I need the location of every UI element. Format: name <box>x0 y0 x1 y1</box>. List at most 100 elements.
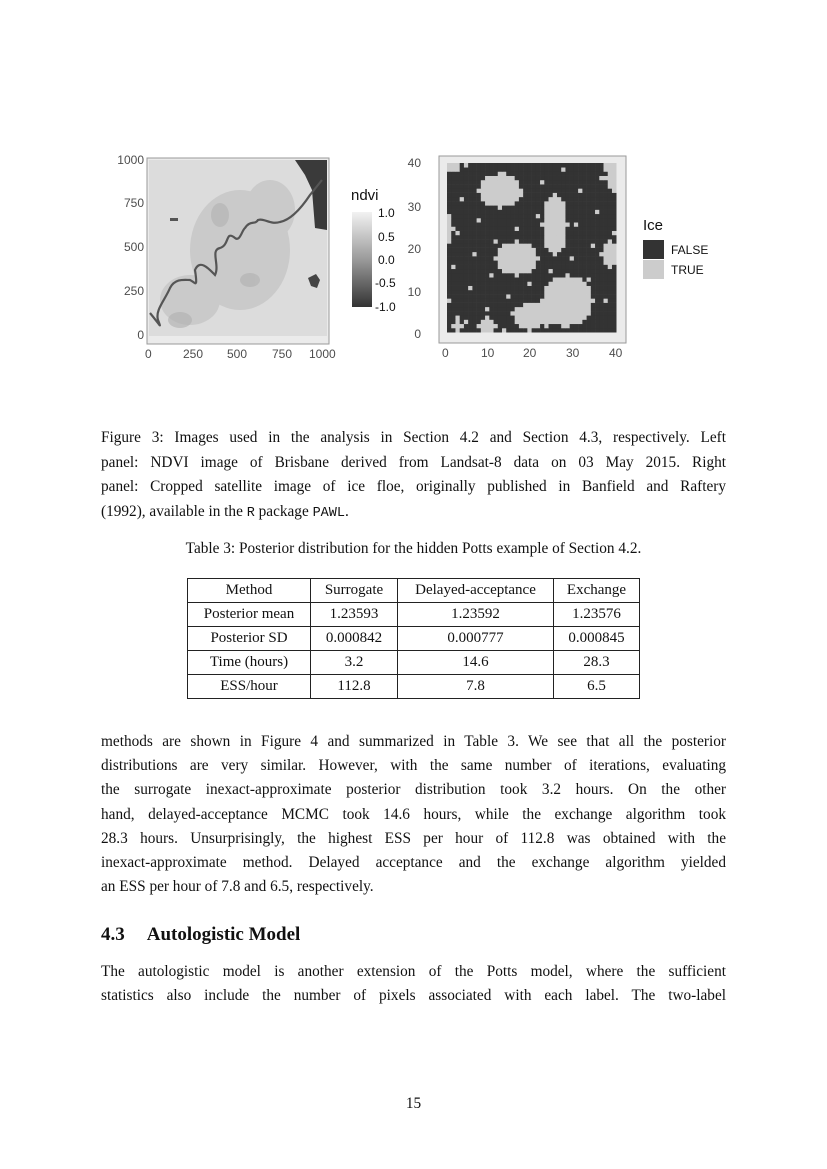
ice-pixel <box>463 298 469 303</box>
ice-pixel <box>548 272 554 278</box>
ice-pixel <box>535 302 541 308</box>
ice-pixel <box>607 251 613 257</box>
ice-pixel <box>510 294 515 299</box>
ice-pixel <box>476 260 482 265</box>
ice-pixel <box>489 281 494 286</box>
ice-pixel <box>527 217 532 223</box>
ice-pixel <box>527 192 532 198</box>
ice-pixel <box>611 213 617 219</box>
ice-pixel <box>472 163 477 168</box>
ice-pixel <box>552 323 558 329</box>
ice-pixel <box>527 243 532 248</box>
ice-pixel <box>535 196 541 202</box>
ice-pixel <box>535 239 541 244</box>
ice-pixel <box>569 306 575 312</box>
ice-pixel <box>480 272 486 278</box>
ice-pixel <box>531 306 537 312</box>
ice-pixel <box>595 247 600 253</box>
ice-pixel <box>463 234 469 240</box>
ice-pixel <box>518 175 524 181</box>
ice-pixel <box>569 256 575 261</box>
ice-pixel <box>531 323 537 329</box>
ice-pixel <box>578 298 583 303</box>
ice-pixel <box>518 239 524 244</box>
ice-pixel <box>565 302 570 308</box>
ice-pixel <box>480 243 486 248</box>
table-cell: 14.6 <box>397 650 554 675</box>
ice-pixel <box>518 319 524 325</box>
ice-pixel <box>582 302 587 308</box>
ice-pixel <box>510 251 515 257</box>
ice-pixel <box>497 251 503 257</box>
table-cell: 0.000845 <box>553 626 640 651</box>
ice-pixel <box>451 319 456 325</box>
ice-pixel <box>480 289 486 295</box>
ice-pixel <box>463 281 469 286</box>
ice-pixel <box>603 222 609 227</box>
ice-pixel <box>459 306 465 312</box>
ice-pixel <box>569 272 575 278</box>
ice-pixel <box>514 298 520 303</box>
ice-pixel <box>455 167 460 172</box>
table-header: Method <box>187 578 311 603</box>
ice-pixel <box>476 175 482 181</box>
ice-pixel <box>595 260 600 265</box>
ice-pixel <box>569 260 575 265</box>
ice-pixel <box>603 201 609 206</box>
ice-pixel <box>447 230 452 236</box>
ice-pixel <box>540 188 545 193</box>
ice-pixel <box>489 256 494 261</box>
ice-pixel <box>544 302 549 308</box>
ice-pixel <box>463 315 469 320</box>
ice-pixel <box>569 264 575 270</box>
ice-pixel <box>611 323 617 329</box>
ice-pixel <box>480 277 486 282</box>
ice-pixel <box>501 179 507 185</box>
ice-pixel <box>611 311 617 316</box>
ice-pixel <box>506 251 511 257</box>
ice-pixel <box>506 239 511 244</box>
ice-pixel <box>607 306 613 312</box>
ice-pixel <box>582 163 587 168</box>
ice-pixel <box>552 217 558 223</box>
ice-pixel <box>611 201 617 206</box>
ice-pixel <box>497 188 503 193</box>
ice-pixel <box>569 192 575 198</box>
ice-pixel <box>595 306 600 312</box>
ice-pixel <box>451 201 456 206</box>
ice-pixel <box>485 306 490 312</box>
text-line: statistics also include the number of pi… <box>101 987 726 1005</box>
ice-pixel <box>556 285 562 291</box>
ice-pixel <box>561 256 566 261</box>
ice-pixel <box>552 247 558 253</box>
ice-pixel <box>451 281 456 286</box>
ice-pixel <box>595 281 600 286</box>
ice-pixel <box>611 247 617 253</box>
ice-pixel <box>510 311 515 316</box>
ice-pixel <box>611 319 617 325</box>
ice-pixel <box>451 277 456 282</box>
ice-pixel <box>463 268 469 274</box>
ice-pixel <box>599 272 604 278</box>
ice-pixel <box>599 264 604 270</box>
ice-pixel <box>523 260 528 265</box>
ice-pixel <box>480 188 486 193</box>
ice-pixel <box>556 294 562 299</box>
y-tick: 20 <box>407 242 421 256</box>
ice-pixel <box>531 175 537 181</box>
ice-pixel <box>451 260 456 265</box>
ice-pixel <box>569 298 575 303</box>
ice-pixel <box>485 175 490 181</box>
ice-pixel <box>582 205 587 210</box>
ice-pixel <box>573 264 579 270</box>
ice-pixel <box>552 251 558 257</box>
ice-pixel <box>447 277 452 282</box>
ice-pixel <box>510 239 515 244</box>
ice-pixel <box>518 192 524 198</box>
ice-pixel <box>548 260 554 265</box>
ice-pixel <box>611 264 617 270</box>
ice-pixel <box>451 163 456 168</box>
ice-pixel <box>459 247 465 253</box>
ice-pixel <box>544 260 549 265</box>
ice-pixel <box>447 163 452 168</box>
